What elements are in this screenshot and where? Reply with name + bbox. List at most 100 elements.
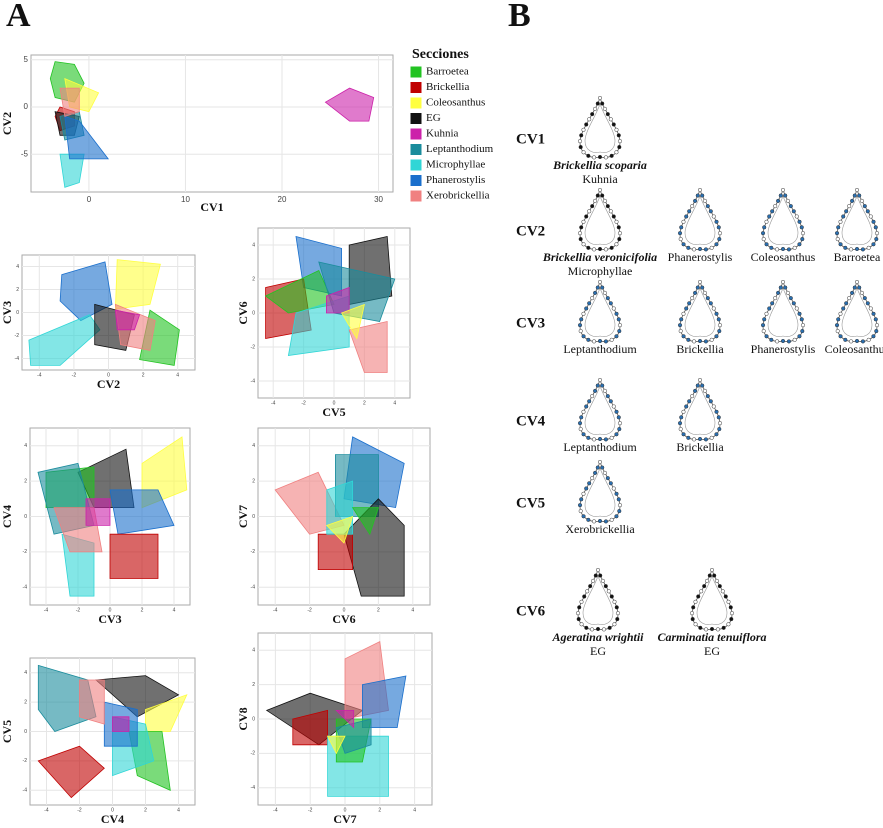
landmark — [615, 611, 621, 616]
landmark — [708, 209, 713, 214]
landmark — [591, 578, 596, 583]
landmark — [593, 470, 598, 475]
leaf-inner — [767, 195, 799, 245]
x-axis-label: CV7 — [333, 812, 356, 826]
leaf-shape — [579, 280, 621, 342]
landmark — [849, 339, 854, 344]
landmark — [605, 112, 610, 117]
landmark — [600, 101, 605, 106]
landmark — [608, 399, 613, 404]
landmark — [592, 519, 597, 524]
leaf-outline — [577, 377, 623, 442]
landmark — [716, 225, 721, 230]
leaf-shape — [579, 378, 621, 440]
landmark — [705, 204, 710, 209]
landmark — [609, 337, 614, 342]
legend-label: Leptanthodium — [426, 143, 494, 155]
species-name: Brickellia scoparia — [552, 158, 647, 172]
landmark — [617, 509, 622, 514]
landmark — [597, 459, 603, 465]
landmark — [600, 578, 605, 583]
hull — [114, 309, 141, 331]
landmark — [609, 153, 614, 158]
landmark — [780, 187, 786, 193]
hull — [326, 735, 346, 755]
leaf-inner — [684, 287, 716, 337]
landmark — [608, 481, 613, 486]
landmark — [603, 155, 608, 160]
x-tick-label: 2 — [377, 607, 380, 613]
landmark — [614, 150, 619, 155]
landmark — [762, 317, 767, 322]
hull — [335, 710, 355, 729]
landmark — [678, 329, 683, 334]
x-tick-label: 4 — [177, 807, 180, 813]
y-tick-label: 0 — [24, 102, 29, 111]
landmark — [684, 306, 689, 311]
leaf-outline — [834, 279, 880, 344]
landmark — [581, 219, 586, 224]
landmark — [843, 337, 848, 342]
y-tick-label: -5 — [21, 149, 29, 158]
landmark — [608, 117, 613, 122]
hull — [95, 675, 180, 718]
landmark — [581, 491, 586, 496]
landmark — [874, 329, 879, 334]
y-tick-label: 5 — [24, 55, 29, 64]
leaf-shape — [579, 460, 621, 522]
landmark — [590, 394, 595, 399]
landmark — [764, 242, 769, 247]
y-axis-label: CV5 — [0, 720, 14, 743]
row-label: CV3 — [516, 315, 545, 331]
landmark — [617, 503, 623, 508]
landmark — [617, 145, 622, 150]
landmark — [579, 133, 584, 138]
panel-label: B — [508, 0, 531, 34]
landmark — [728, 605, 733, 610]
landmark — [590, 476, 595, 481]
landmark — [702, 198, 707, 203]
landmark — [783, 285, 788, 290]
y-tick-label: 0 — [24, 729, 27, 735]
legend-label: Phanerostylis — [426, 174, 485, 186]
x-tick-label: 4 — [413, 807, 416, 813]
landmark — [698, 625, 703, 630]
landmark — [611, 214, 616, 219]
landmark — [835, 237, 840, 242]
landmark — [865, 209, 870, 214]
landmark — [726, 599, 731, 604]
landmark — [775, 339, 780, 344]
landmark — [791, 209, 796, 214]
section-name: Phanerostylis — [668, 250, 733, 264]
landmark — [603, 584, 608, 589]
landmark — [708, 301, 713, 306]
y-tick-label: 2 — [24, 478, 27, 484]
landmark — [586, 435, 591, 440]
x-axis-label: CV5 — [322, 405, 345, 419]
leaf-shape — [836, 188, 878, 250]
landmark — [607, 625, 612, 630]
legend-swatch — [409, 158, 423, 172]
landmark — [714, 242, 719, 247]
x-tick-label: -4 — [273, 607, 278, 613]
landmark — [593, 573, 598, 578]
y-tick-label: -2 — [251, 344, 256, 350]
landmark — [788, 296, 793, 301]
landmark — [687, 399, 692, 404]
landmark — [711, 306, 716, 311]
landmark — [584, 404, 589, 409]
landmark — [578, 237, 583, 242]
y-axis-label: CV3 — [0, 301, 14, 324]
landmark — [700, 193, 705, 198]
y-tick-label: 4 — [252, 648, 255, 654]
y-tick-label: -2 — [15, 333, 20, 339]
landmark — [597, 436, 603, 442]
landmark — [697, 279, 703, 285]
section-name: Coleosanthus — [751, 250, 816, 264]
landmark — [703, 247, 708, 252]
landmark — [677, 231, 683, 236]
landmark — [689, 611, 695, 616]
hull — [28, 314, 101, 366]
landmark — [692, 247, 697, 252]
y-tick-label: 0 — [252, 310, 255, 316]
